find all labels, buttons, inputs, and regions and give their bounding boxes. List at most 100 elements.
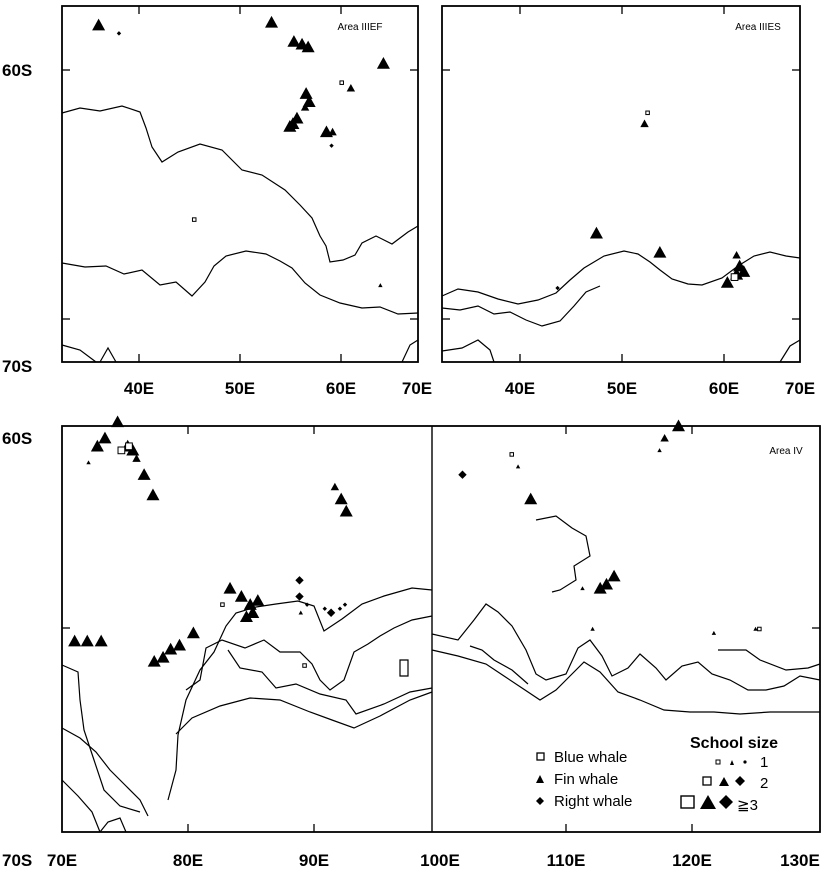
lon-label: 40E [124, 379, 154, 398]
legend: Blue whale Fin whale Right whale School … [536, 735, 778, 814]
fin-whale-triangle-icon [719, 777, 729, 786]
right-whale-marker [295, 576, 304, 585]
lon-label: 90E [299, 851, 329, 870]
right-whale-marker [342, 602, 348, 607]
fin-whale-marker [580, 586, 585, 591]
lon-label: 60E [709, 379, 739, 398]
fin-whale-marker [515, 464, 521, 469]
fin-whale-triangle-icon [700, 795, 716, 809]
fin-whale-marker [137, 468, 151, 480]
fin-whale-marker [265, 15, 279, 28]
panel-iiief-coastlines [61, 105, 419, 363]
panel-iiief-ticks [62, 6, 418, 362]
lon-label: 120E [672, 851, 712, 870]
lat-label-70s-top: 70S [2, 357, 32, 376]
fin-whale-marker [653, 245, 667, 258]
legend-size-label: ≧3 [737, 797, 758, 814]
lat-label-70s-bottom: 70S [2, 851, 32, 870]
fin-whale-marker [737, 265, 751, 277]
fin-whale-marker [234, 590, 248, 602]
lat-label-60s-bottom: 60S [2, 429, 32, 448]
blue-whale-marker [117, 446, 126, 455]
blue-whale-marker [302, 663, 307, 668]
right-whale-diamond-icon [743, 760, 747, 764]
fin-whale-marker [732, 251, 741, 259]
fin-whale-marker [223, 581, 237, 594]
blue-whale-marker [339, 80, 344, 85]
fin-whale-marker [80, 634, 94, 647]
panel-iiief-frame [61, 5, 419, 363]
legend-school-size-title: School size [690, 735, 778, 752]
blue-whale-marker [220, 602, 225, 607]
legend-species-label: Fin whale [554, 771, 618, 788]
fin-whale-marker [243, 598, 257, 610]
right-whale-marker [458, 470, 467, 479]
legend-size-label: 1 [760, 754, 768, 771]
panel-iv-ticks [62, 426, 820, 832]
fin-whale-marker [164, 642, 178, 655]
lon-label: 110E [547, 851, 586, 870]
blue-whale-square-icon [536, 752, 545, 761]
fin-whale-marker [111, 415, 125, 428]
blue-whale-marker [730, 273, 739, 281]
panel-iiief-area-label: Area IIIEF [337, 22, 382, 33]
lon-label: 60E [326, 379, 356, 398]
lon-label: 50E [225, 379, 255, 398]
lon-label: 100E [420, 851, 460, 870]
fin-whale-marker [94, 634, 108, 647]
sighting-markers [68, 15, 762, 668]
panel-iv-frame [61, 425, 821, 833]
fin-whale-marker [328, 127, 337, 136]
panel-iiies-frame [441, 5, 801, 363]
fin-whale-marker [339, 504, 353, 517]
fin-whale-triangle-icon [730, 760, 734, 765]
right-whale-marker [337, 606, 343, 611]
fin-whale-marker [378, 283, 383, 288]
blue-whale-marker [191, 217, 197, 222]
fin-whale-marker [660, 433, 669, 442]
fin-whale-marker [147, 654, 161, 667]
fin-whale-marker [146, 488, 160, 501]
fin-whale-marker [593, 581, 607, 594]
right-whale-marker [304, 602, 310, 607]
fin-whale-marker [300, 103, 310, 111]
blue-whale-marker [509, 452, 515, 457]
fin-whale-marker [299, 87, 313, 99]
fin-whale-marker [90, 439, 104, 452]
lon-label: 50E [607, 379, 637, 398]
fin-whale-marker [346, 83, 356, 92]
right-whale-marker [295, 592, 304, 601]
blue-whale-marker [125, 442, 133, 451]
fin-whale-marker [302, 95, 316, 108]
fin-whale-marker [330, 482, 340, 491]
lon-label: 80E [173, 851, 203, 870]
blue-whale-marker [645, 110, 650, 116]
fin-whale-marker [156, 650, 170, 663]
fin-whale-marker [376, 57, 390, 69]
fin-whale-marker [287, 35, 301, 47]
fin-whale-marker [720, 276, 734, 288]
lon-label: 70E [785, 379, 815, 398]
fin-whale-marker [68, 634, 82, 647]
fin-whale-marker [298, 610, 303, 615]
lon-label: 130E [780, 851, 820, 870]
right-whale-diamond-icon [719, 795, 733, 809]
fin-whale-marker [640, 119, 649, 128]
fin-whale-marker [711, 630, 717, 635]
blue-whale-marker [757, 626, 762, 632]
fin-whale-marker [86, 460, 91, 465]
right-whale-marker [326, 608, 336, 617]
right-whale-diamond-icon [735, 776, 745, 786]
fin-whale-marker [172, 638, 186, 651]
right-whale-marker [555, 285, 560, 291]
fin-whale-marker [92, 18, 106, 31]
fin-whale-marker [589, 226, 603, 239]
legend-species-label: Right whale [554, 793, 632, 810]
fin-whale-marker [283, 119, 297, 132]
lat-label-60s-top: 60S [2, 61, 32, 80]
panel-iv-coastlines [61, 515, 821, 833]
right-whale-marker [116, 31, 122, 36]
fin-whale-marker [301, 40, 315, 53]
right-whale-diamond-icon [536, 797, 544, 805]
